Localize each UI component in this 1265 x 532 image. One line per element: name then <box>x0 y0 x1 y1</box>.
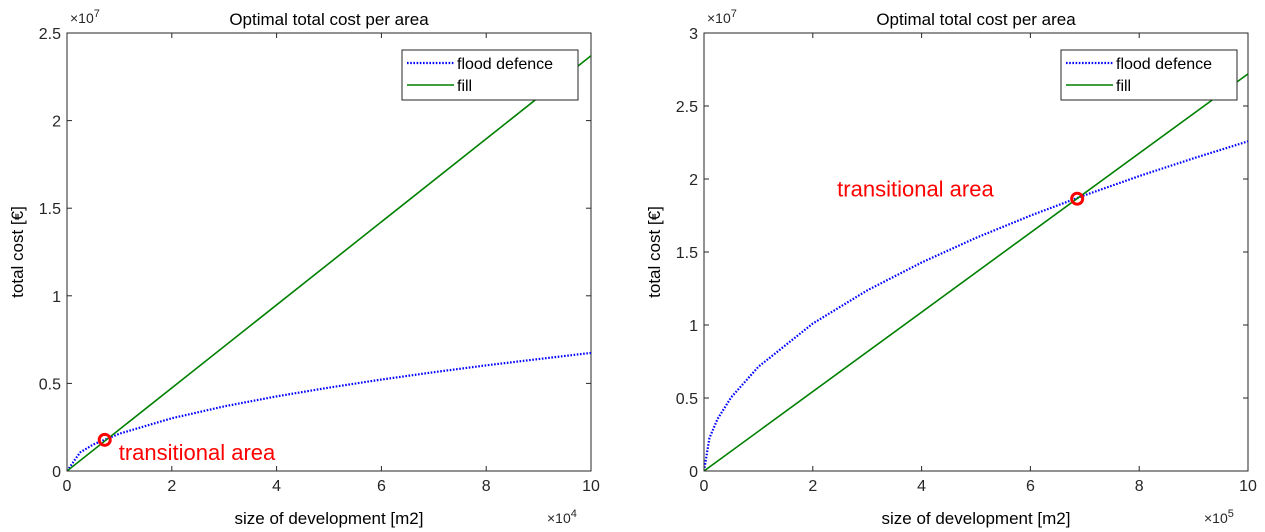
transition-point-marker <box>1070 191 1085 206</box>
y-tick-label: 0 <box>52 464 61 481</box>
legend: flood defence fill <box>401 49 579 101</box>
series-line-flood-defence <box>704 140 1248 471</box>
chart-title: Optimal total cost per area <box>876 10 1076 29</box>
x-tick-label: 8 <box>1135 478 1144 495</box>
plot-area <box>703 32 1249 472</box>
x-tick-label: 4 <box>272 478 281 495</box>
x-tick-label: 2 <box>808 478 817 495</box>
annotation-label: transitional area <box>837 177 994 202</box>
y-tick-label: 1 <box>689 318 698 335</box>
y-axis-label: total cost [€] <box>8 206 27 298</box>
y-tick-label: 2.5 <box>676 99 698 116</box>
legend-box <box>401 49 579 101</box>
y-tick-label: 3 <box>689 26 698 43</box>
x-multiplier: ×105 <box>1204 508 1234 526</box>
y-tick-label: 2 <box>689 172 698 189</box>
y-tick-label: 0.5 <box>676 391 698 408</box>
y-tick-label: 1.5 <box>676 245 698 262</box>
x-multiplier: ×104 <box>547 508 577 526</box>
y-exponent: 7 <box>731 8 737 20</box>
x-tick-label: 2 <box>167 478 176 495</box>
x-tick-label: 10 <box>582 478 600 495</box>
x-axis-label: size of development [m2] <box>235 509 424 528</box>
x-tick-label: 6 <box>1026 478 1035 495</box>
chart-1: 0 2 4 6 8 10 0 0.5 1 1.5 2 2.5 ×107 ×104 Optimal total… <box>8 8 600 528</box>
series-line-fill <box>704 73 1248 471</box>
y-tick-label: 1 <box>52 289 61 306</box>
x-exponent: 4 <box>571 508 577 520</box>
y-axis-label: total cost [€] <box>645 206 664 298</box>
x-tick-label: 0 <box>700 478 709 495</box>
chart-title: Optimal total cost per area <box>229 10 429 29</box>
legend-label-fill: fill <box>457 78 472 95</box>
x-tick-label: 10 <box>1239 478 1257 495</box>
y-tick-label: 1.5 <box>39 201 61 218</box>
x-axis-label: size of development [m2] <box>882 509 1071 528</box>
annotation-label: transitional area <box>119 440 276 465</box>
x-tick-label: 6 <box>377 478 386 495</box>
y-multiplier: ×107 <box>707 8 737 26</box>
series-line-fill <box>67 55 591 471</box>
x-tick-label: 0 <box>63 478 72 495</box>
y-exponent: 7 <box>94 8 100 20</box>
transition-point-marker <box>97 432 112 447</box>
legend-label-flood-defence: flood defence <box>1116 56 1212 73</box>
y-tick-label: 2 <box>52 114 61 131</box>
legend-label-fill: fill <box>1116 78 1131 95</box>
y-tick-label: 2.5 <box>39 26 61 43</box>
legend-label-flood-defence: flood defence <box>457 56 553 73</box>
y-tick-label: 0 <box>689 464 698 481</box>
series-line-flood-defence <box>67 351 591 471</box>
y-multiplier: ×107 <box>70 8 100 26</box>
legend-box <box>1060 49 1238 101</box>
x-tick-label: 4 <box>917 478 926 495</box>
chart-2: 0 2 4 6 8 10 0 0.5 1 1.5 2 2.5 3 ×107 ×105 Optimal tota… <box>645 8 1257 528</box>
y-tick-label: 0.5 <box>39 376 61 393</box>
legend: flood defence fill <box>1060 49 1238 101</box>
x-tick-label: 8 <box>482 478 491 495</box>
x-exponent: 5 <box>1228 508 1234 520</box>
plot-area <box>66 32 592 472</box>
